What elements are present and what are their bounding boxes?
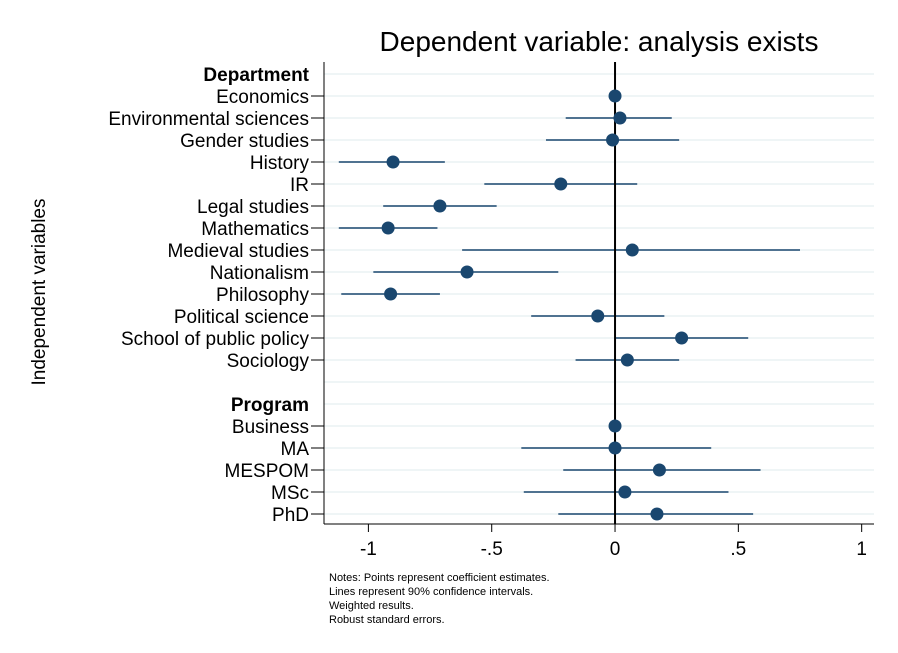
coefficient-point	[381, 221, 395, 235]
coefficient-point	[613, 111, 627, 125]
note-line: Robust standard errors.	[329, 614, 445, 626]
y-tick-label: Gender studies	[180, 131, 309, 152]
y-tick-label: Nationalism	[210, 263, 309, 284]
y-tick-label: PhD	[272, 505, 309, 526]
y-tick-label: Political science	[174, 307, 309, 328]
coefficient-point	[608, 419, 622, 433]
y-tick-label: Economics	[216, 87, 309, 108]
y-tick-label: Philosophy	[216, 285, 309, 306]
note-line: Lines represent 90% confidence intervals…	[329, 586, 533, 598]
coefficient-point	[554, 177, 568, 191]
coefficient-point	[652, 463, 666, 477]
coefficient-point	[591, 309, 605, 323]
coefficient-point	[386, 155, 400, 169]
coefficient-point	[618, 485, 632, 499]
y-tick-label: MA	[281, 439, 310, 460]
chart-title: Dependent variable: analysis exists	[380, 26, 819, 57]
y-tick-label: School of public policy	[121, 329, 309, 350]
coefficient-point	[433, 199, 447, 213]
note-line: Weighted results.	[329, 600, 414, 612]
coefficient-point	[460, 265, 474, 279]
y-tick-label: Medieval studies	[167, 241, 309, 262]
x-tick-label: 1	[856, 539, 867, 560]
x-tick-label: .5	[730, 539, 746, 560]
y-tick-label: MSc	[271, 483, 309, 504]
x-tick-label: -1	[360, 539, 377, 560]
note-line: Notes: Points represent coefficient esti…	[329, 572, 550, 584]
coefficient-point	[608, 441, 622, 455]
coefficient-point	[625, 243, 639, 257]
y-tick-label: Environmental sciences	[108, 109, 309, 130]
y-tick-label: Mathematics	[201, 219, 309, 240]
coefficient-point	[384, 287, 398, 301]
y-tick-label: IR	[290, 175, 309, 196]
y-tick-label: History	[250, 153, 310, 174]
coefficient-point	[650, 507, 664, 521]
coefficient-point	[608, 89, 622, 103]
group-header: Program	[231, 395, 309, 416]
x-tick-label: -.5	[481, 539, 503, 560]
y-tick-label: Sociology	[227, 351, 310, 372]
coefficient-point	[606, 133, 620, 147]
y-tick-label: Legal studies	[197, 197, 309, 218]
x-tick-label: 0	[610, 539, 621, 560]
group-header: Department	[203, 65, 309, 86]
coefficient-points	[381, 89, 689, 521]
y-tick-label: Business	[232, 417, 309, 438]
y-tick-label: MESPOM	[225, 461, 309, 482]
chart-notes: Notes: Points represent coefficient esti…	[329, 572, 550, 626]
x-axis-ticks: -1 -.5 0 .5 1	[360, 524, 867, 560]
coefficient-point	[675, 331, 689, 345]
coefficient-point	[620, 353, 634, 367]
y-axis-title: Independent variables	[29, 199, 50, 386]
